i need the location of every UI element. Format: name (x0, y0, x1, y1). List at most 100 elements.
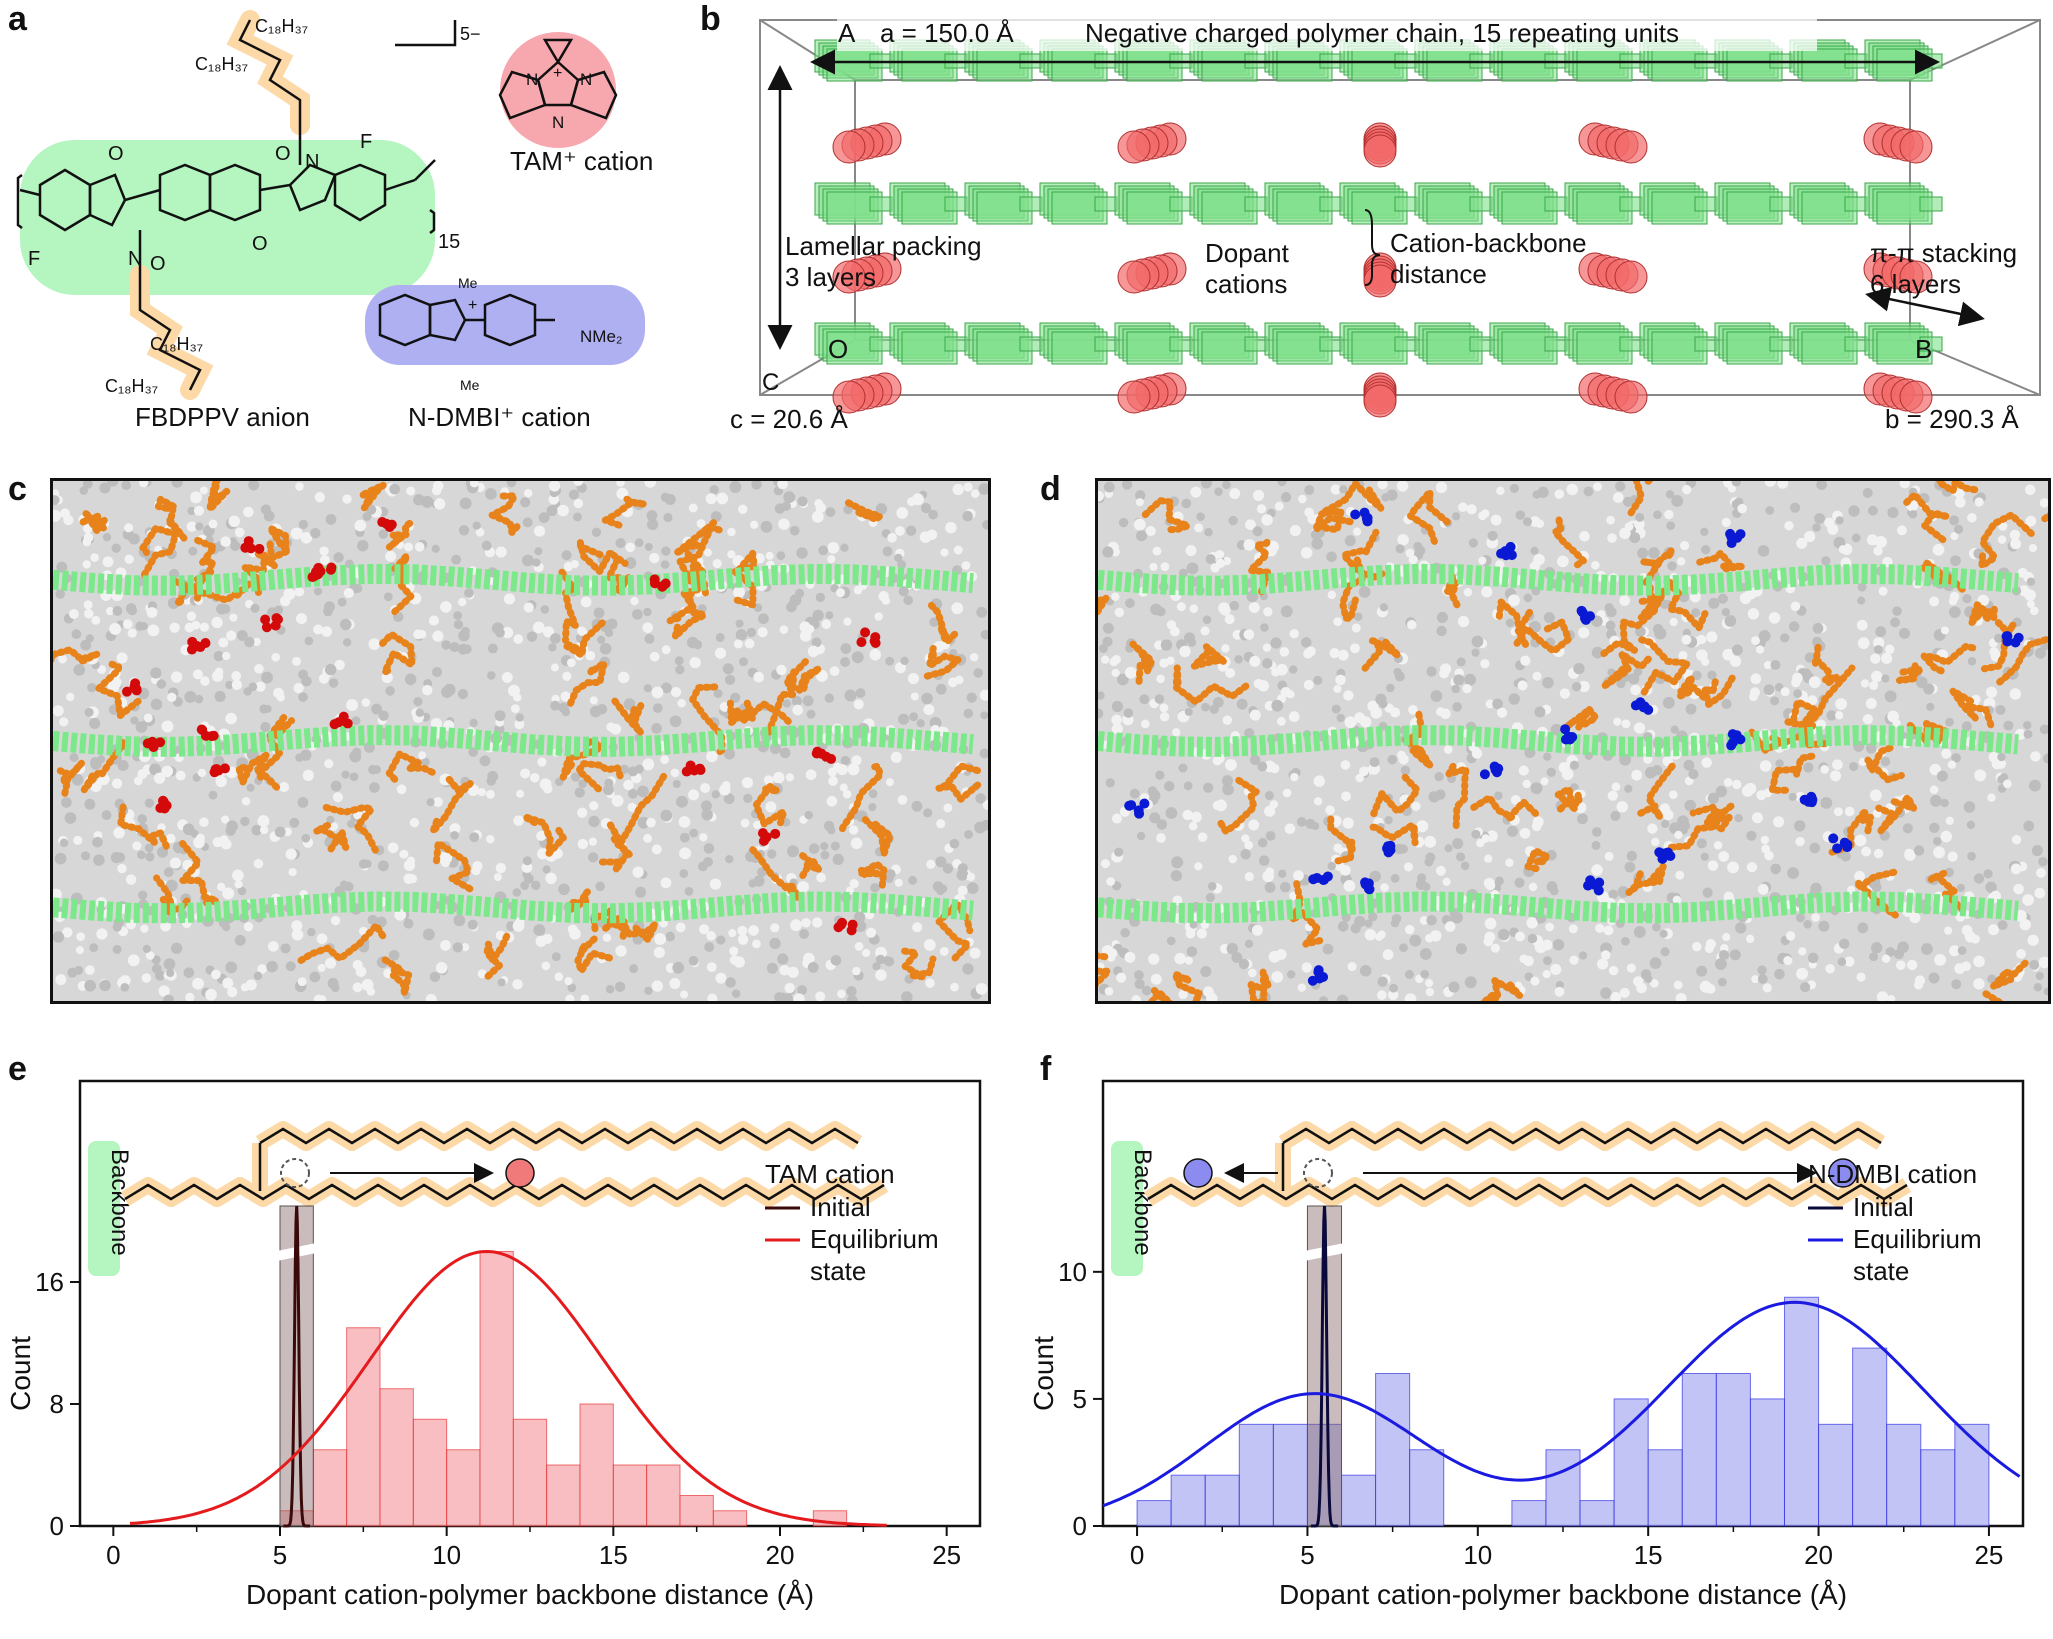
cation-backbone-label: Cation-backbone distance (1390, 228, 1587, 289)
atom (895, 526, 905, 536)
cation-atom (1560, 724, 1571, 735)
atom (1666, 521, 1676, 531)
atom (142, 944, 151, 953)
atom (130, 716, 139, 725)
atom (1205, 554, 1216, 565)
atom (1342, 817, 1354, 829)
atom (1203, 782, 1214, 793)
atom (1225, 668, 1236, 679)
atom (1201, 702, 1210, 712)
atom (241, 796, 251, 806)
cation-atom (1363, 878, 1374, 889)
cation-atom (649, 578, 660, 589)
atom (1569, 955, 1579, 965)
atom (1456, 657, 1466, 667)
atom (1923, 683, 1935, 695)
atom (966, 872, 976, 882)
atom (495, 862, 507, 874)
atom (1359, 766, 1369, 777)
atom (333, 552, 344, 563)
cation-atom (826, 753, 837, 764)
atom (1442, 877, 1451, 886)
atom (1675, 992, 1687, 1001)
backbone (1098, 725, 2019, 757)
x-axis-title: Dopant cation-polymer backbone distance … (1279, 1579, 1847, 1610)
atom-n-bottom: N (128, 248, 142, 270)
atom (632, 609, 643, 620)
anion-name: FBDPPV anion (135, 402, 310, 432)
atom (1546, 881, 1558, 893)
atom (1636, 982, 1647, 994)
cation-atom (1139, 798, 1150, 809)
atom (1257, 680, 1270, 692)
atom (1700, 852, 1709, 861)
atom (1264, 805, 1276, 817)
atom (53, 705, 64, 717)
atom (222, 977, 234, 989)
atom (801, 917, 811, 928)
atom (700, 782, 711, 793)
atom (982, 520, 988, 530)
atom (2019, 919, 2031, 931)
atom (520, 497, 531, 508)
atom (1795, 913, 1806, 923)
atom (1247, 968, 1257, 978)
atom (827, 542, 840, 554)
atom (688, 503, 698, 513)
atom (2026, 577, 2036, 586)
atom (1370, 707, 1383, 719)
atom (782, 993, 794, 1001)
atom (649, 552, 660, 564)
side-chain (1470, 794, 1540, 823)
atom (1983, 869, 1993, 879)
legend-eq-label: Equilibrium state (1853, 1224, 1982, 1286)
atom (352, 982, 363, 993)
atom (475, 527, 485, 537)
atom (251, 824, 263, 836)
atom (796, 547, 808, 559)
cation-atom (310, 566, 321, 577)
atom (1746, 861, 1758, 873)
atom (1884, 690, 1897, 703)
atom (828, 776, 838, 786)
atom (1821, 556, 1831, 566)
atom (748, 925, 759, 936)
atom (1757, 883, 1769, 895)
atom (538, 512, 550, 523)
atom (1626, 963, 1636, 973)
cation-atom (1583, 880, 1594, 891)
atom (979, 689, 988, 701)
atom (403, 918, 414, 929)
atom (1665, 490, 1675, 499)
alkyl-label-bottom-2: C₁₈H₃₇ (105, 376, 158, 396)
atom (248, 682, 258, 692)
atom (1280, 605, 1293, 618)
atom (399, 849, 409, 859)
atom (1241, 834, 1250, 843)
atom (805, 769, 817, 781)
atom (894, 662, 906, 674)
atom (1696, 838, 1707, 849)
atom (1102, 636, 1113, 647)
side-chain (1327, 815, 1356, 865)
histogram-bar (612, 1464, 648, 1527)
atom (1865, 743, 1877, 754)
atom (1404, 969, 1415, 979)
atom (874, 612, 884, 621)
histogram-bar (412, 1418, 448, 1527)
side-chain (576, 537, 617, 575)
atom (1397, 750, 1406, 760)
atom (406, 486, 416, 496)
atom (67, 967, 78, 978)
atom (969, 653, 979, 662)
atom (1648, 547, 1660, 559)
side-chain (433, 839, 474, 893)
cation-atom (689, 765, 700, 776)
atom (112, 606, 123, 616)
atom (135, 721, 148, 733)
atom (161, 765, 174, 778)
atom (769, 937, 781, 950)
histogram-bar (446, 1449, 481, 1527)
atom (1892, 606, 1902, 616)
atom (121, 481, 131, 491)
